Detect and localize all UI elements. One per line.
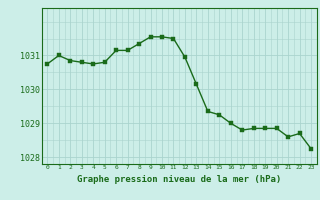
X-axis label: Graphe pression niveau de la mer (hPa): Graphe pression niveau de la mer (hPa) xyxy=(77,175,281,184)
